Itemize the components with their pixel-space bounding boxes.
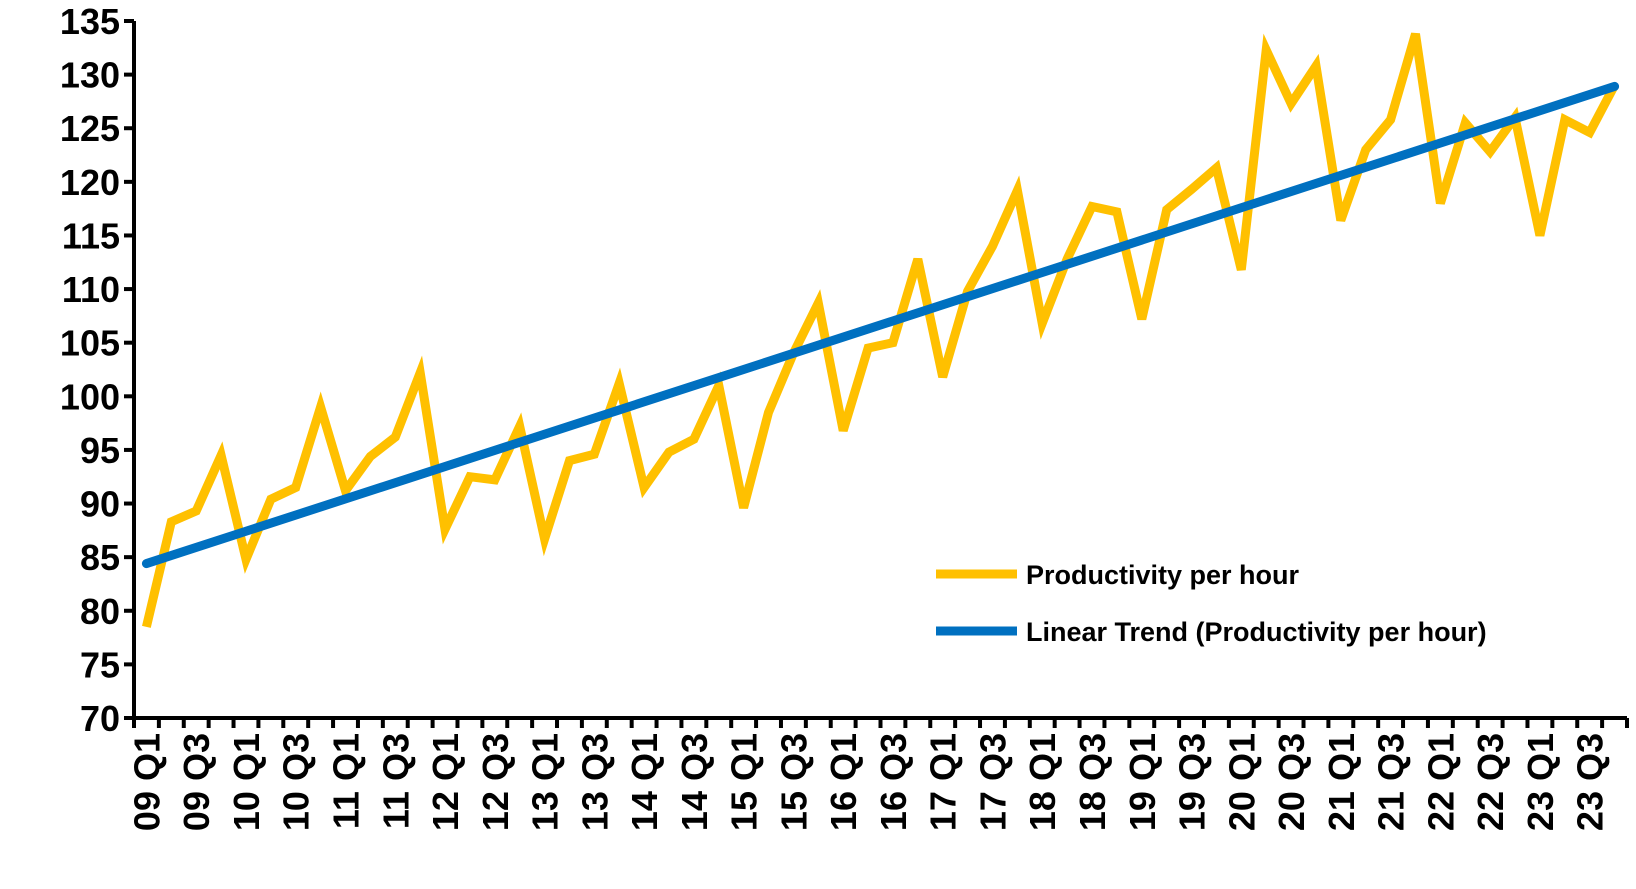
x-tick-label: 11 Q3 (375, 733, 416, 829)
x-tick-label: 14 Q3 (674, 733, 715, 831)
x-tick-label: 09 Q1 (126, 733, 167, 831)
x-tick-label: 17 Q3 (972, 733, 1013, 831)
x-tick-label: 22 Q1 (1420, 733, 1461, 831)
y-tick-label: 90 (80, 484, 120, 525)
y-tick-label: 110 (62, 269, 120, 310)
y-tick-label: 130 (60, 55, 120, 96)
x-tick-label: 20 Q1 (1221, 733, 1262, 831)
x-tick-label: 13 Q1 (525, 733, 566, 831)
y-tick-label: 80 (80, 591, 120, 632)
x-tick-label: 20 Q3 (1271, 733, 1312, 831)
y-ticks: 70 75 80 85 90 95 100 105 110 115 120 125 130 135 (60, 1, 134, 739)
x-tick-label: 23 Q1 (1520, 733, 1561, 831)
x-tick-label: 19 Q3 (1172, 733, 1213, 831)
x-tick-label: 18 Q1 (1022, 733, 1063, 831)
series-line-linear-trend (141, 81, 1620, 569)
legend: Productivity per hour Linear Trend (Prod… (936, 560, 1487, 647)
y-tick-label: 75 (80, 644, 120, 685)
y-tick-label: 120 (60, 162, 120, 203)
y-tick-label: 70 (80, 698, 120, 739)
x-tick-label: 21 Q1 (1321, 733, 1362, 831)
x-tick-label: 23 Q3 (1570, 733, 1611, 831)
x-tick-label: 18 Q3 (1072, 733, 1113, 831)
y-tick-label: 100 (60, 376, 120, 417)
x-tick-label: 11 Q1 (326, 733, 367, 829)
y-tick-label: 95 (80, 430, 120, 471)
x-tick-label: 10 Q1 (226, 733, 267, 831)
x-tick-label: 12 Q1 (425, 733, 466, 831)
legend-label-productivity: Productivity per hour (1026, 560, 1300, 590)
series-layer (141, 32, 1620, 628)
x-axis: 09 Q1 09 Q3 10 Q1 10 Q3 11 Q1 11 Q3 12 Q1 12 Q3… (126, 716, 1629, 831)
series-line-productivity (142, 32, 1619, 628)
x-tick-label: 15 Q3 (773, 733, 814, 831)
x-tick-label: 12 Q3 (475, 733, 516, 831)
x-tick-label: 16 Q3 (873, 733, 914, 831)
x-tick-label: 19 Q1 (1122, 733, 1163, 831)
x-tick-label: 09 Q3 (176, 733, 217, 831)
x-ticks: 09 Q1 09 Q3 10 Q1 10 Q3 11 Q1 11 Q3 12 Q1 12 Q3… (126, 718, 1629, 831)
y-axis: 70 75 80 85 90 95 100 105 110 115 120 125 130 135 (60, 1, 136, 739)
x-tick-label: 22 Q3 (1470, 733, 1511, 831)
x-tick-label: 17 Q1 (923, 733, 964, 831)
y-tick-label: 85 (80, 537, 120, 578)
y-tick-label: 135 (60, 1, 120, 42)
y-tick-label: 125 (60, 108, 120, 149)
y-tick-label: 115 (62, 215, 120, 256)
x-tick-label: 16 Q1 (823, 733, 864, 831)
x-tick-label: 21 Q3 (1371, 733, 1412, 831)
x-tick-label: 15 Q1 (724, 733, 765, 831)
legend-label-trend: Linear Trend (Productivity per hour) (1026, 617, 1487, 647)
y-tick-label: 105 (60, 323, 120, 364)
x-tick-label: 10 Q3 (276, 733, 317, 831)
x-tick-label: 14 Q1 (624, 733, 665, 831)
x-tick-label: 13 Q3 (574, 733, 615, 831)
